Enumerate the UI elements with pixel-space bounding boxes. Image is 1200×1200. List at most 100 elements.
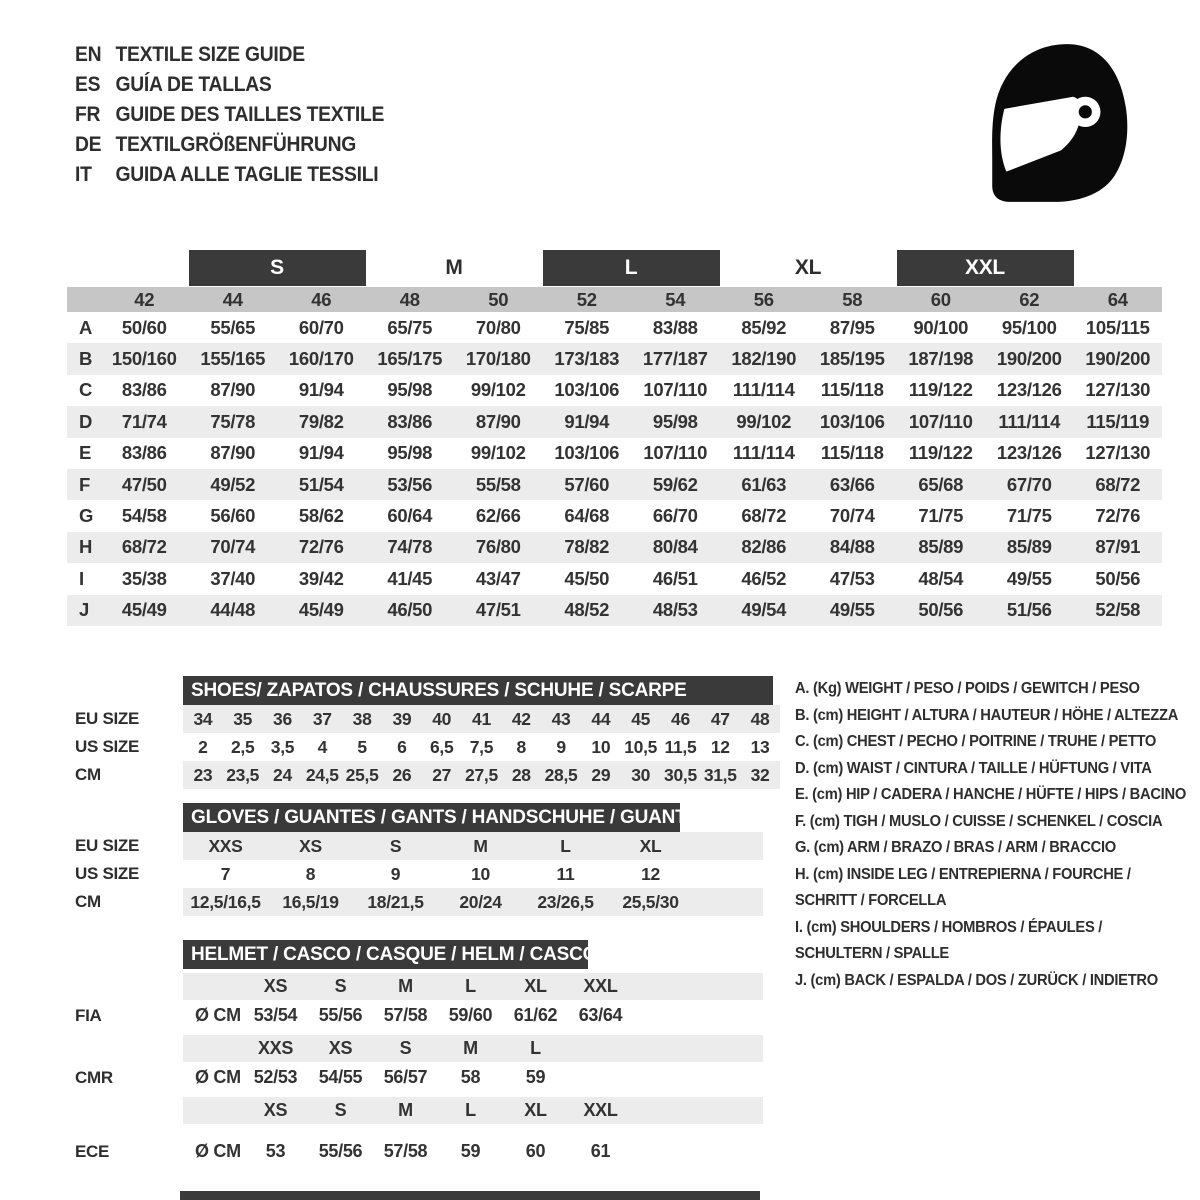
size-value: 68/72 — [121, 536, 167, 558]
helmet-size-label: L — [465, 976, 476, 996]
size-value: 115/118 — [820, 442, 884, 464]
section-value: 10,5 — [624, 736, 658, 757]
size-value: 187/198 — [908, 348, 974, 370]
legend-item: F. (cm) TIGH / MUSLO / CUISSE / SCHENKEL… — [795, 812, 1163, 830]
size-label-m: M — [445, 256, 463, 279]
size-value: 170/180 — [465, 348, 531, 370]
size-value: 50/60 — [121, 316, 167, 338]
size-value: 57/60 — [564, 473, 610, 495]
section-label-spacer — [75, 940, 183, 969]
section-value: 41 — [472, 708, 491, 729]
size-value: 75/78 — [210, 410, 256, 432]
size-value: 65/68 — [918, 473, 964, 495]
helmet-size-grid: XS S M L XL XXL — [183, 973, 763, 1000]
section-value: S — [389, 835, 402, 856]
size-value: 85/89 — [1006, 536, 1052, 558]
section-value: 8 — [305, 863, 316, 884]
section-value: 12,5/16,5 — [190, 891, 261, 912]
section-row: EU SIZE 34 35 36 37 38 39 40 41 42 43 44 45 46 47 48 — [75, 705, 780, 733]
gloves-size-table: GLOVES / GUANTES / GANTS / HANDSCHUHE / … — [75, 803, 763, 916]
size-value: 76/80 — [475, 536, 521, 558]
helmet-size-label: XXL — [583, 1100, 618, 1120]
section-row: US SIZE 7 8 9 10 11 12 — [75, 860, 763, 888]
size-value: 190/200 — [996, 348, 1062, 370]
table-row-j: J 45/49 44/48 45/49 46/50 47/51 48/52 48/53 49/5… — [67, 594, 1162, 626]
section-value: 42 — [511, 708, 531, 729]
section-value: 26 — [392, 764, 412, 785]
size-value: 75/85 — [564, 316, 610, 338]
helmet-standard-label: CMR — [75, 1067, 113, 1087]
size-value: 82/86 — [741, 536, 787, 558]
size-value: 47/53 — [829, 567, 875, 589]
section-value: 11 — [556, 863, 575, 884]
size-value: 103/106 — [554, 379, 620, 401]
size-value: 45/49 — [298, 599, 344, 621]
section-value: 10 — [591, 736, 611, 757]
section-value: 8 — [516, 736, 527, 757]
helmet-size-value: 57/58 — [383, 1005, 428, 1025]
size-value: 49/55 — [829, 599, 875, 621]
helmet-size-label: L — [530, 1038, 541, 1058]
table-row-c: C 83/86 87/90 91/94 95/98 99/102 103/106 107/11… — [67, 375, 1162, 406]
prefix-spacer — [183, 1035, 243, 1062]
section-value: 23,5 — [226, 764, 260, 785]
size-value: 111/114 — [998, 410, 1061, 432]
diameter-label: Ø CM — [195, 1141, 241, 1161]
section-value: 44 — [591, 708, 611, 729]
section-bar-row: GLOVES / GUANTES / GANTS / HANDSCHUHE / … — [75, 803, 763, 832]
section-value: 7,5 — [469, 736, 494, 757]
size-value: 48/52 — [564, 599, 610, 621]
size-value: 95/98 — [652, 410, 698, 432]
section-value: 37 — [312, 708, 332, 729]
section-value: 47 — [710, 708, 730, 729]
section-value: 43 — [551, 708, 571, 729]
size-value: 47/50 — [121, 473, 167, 495]
section-grid: 34 35 36 37 38 39 40 41 42 43 44 45 46 47 48 — [183, 705, 780, 733]
section-value: 23 — [193, 764, 213, 785]
helmet-size-value: 55/56 — [318, 1005, 363, 1025]
table-row-f: F 47/50 49/52 51/54 53/56 55/58 57/60 59/62 61/6… — [67, 468, 1162, 501]
table-row-a: A 50/60 55/65 60/70 65/75 70/80 75/85 83/88 85/9… — [67, 312, 1162, 343]
legend-item: E. (cm) HIP / CADERA / HANCHE / HÜFTE / … — [795, 786, 1187, 803]
section-label-spacer — [75, 803, 183, 832]
section-value: 48 — [750, 708, 770, 729]
size-value: 83/86 — [121, 442, 167, 464]
size-value: 55/65 — [210, 316, 256, 338]
section-row-label: US SIZE — [75, 864, 140, 883]
size-value: 103/106 — [819, 410, 885, 432]
section-row-label: CM — [75, 765, 101, 784]
section-bar-row: HELMET / CASCO / CASQUE / HELM / CASCO — [75, 940, 763, 969]
section-value: 4 — [317, 736, 328, 757]
size-value: 52/58 — [1095, 599, 1141, 621]
section-row: CM 23 23,5 24 24,5 25,5 26 27 27,5 28 28,5 29 30 30,5… — [75, 761, 780, 789]
size-value: 49/52 — [210, 473, 256, 495]
numeric-size: 62 — [1019, 288, 1040, 310]
section-value: 6,5 — [429, 736, 454, 757]
size-value: 48/53 — [652, 599, 698, 621]
section-value: 32 — [750, 764, 770, 785]
section-value: L — [560, 835, 571, 856]
size-value: 62/66 — [475, 505, 521, 527]
helmet-values-row: ECE Ø CM 53 55/56 57/58 59 60 61 — [75, 1136, 763, 1167]
row-letter: D — [79, 410, 93, 432]
helmet-size-label: M — [398, 976, 413, 996]
section-value: XS — [299, 835, 322, 856]
size-value: 46/50 — [387, 599, 433, 621]
size-value: 71/75 — [918, 505, 964, 527]
helmet-size-label: L — [465, 1100, 476, 1120]
size-value: 90/100 — [913, 316, 969, 338]
section-grid: 7 8 9 10 11 12 — [183, 860, 763, 888]
helmet-size-value: 61 — [590, 1141, 611, 1161]
size-value: 107/110 — [643, 379, 708, 401]
language-title: GUIDE DES TAILLES TEXTILE — [115, 103, 385, 126]
numeric-size: 42 — [134, 288, 155, 310]
numeric-size: 60 — [930, 288, 951, 310]
size-value: 127/130 — [1085, 442, 1151, 464]
helmet-size-value: 57/58 — [383, 1141, 428, 1161]
section-title-bar: HELMET / CASCO / CASQUE / HELM / CASCO — [183, 940, 597, 969]
section-row: EU SIZE XXS XS S M L XL — [75, 832, 763, 860]
measurement-legend: A. (Kg) WEIGHT / PESO / POIDS / GEWITCH … — [795, 676, 1191, 994]
size-value: 111/114 — [732, 379, 795, 401]
section-value: 20/24 — [459, 891, 502, 912]
size-value: 107/110 — [908, 410, 973, 432]
